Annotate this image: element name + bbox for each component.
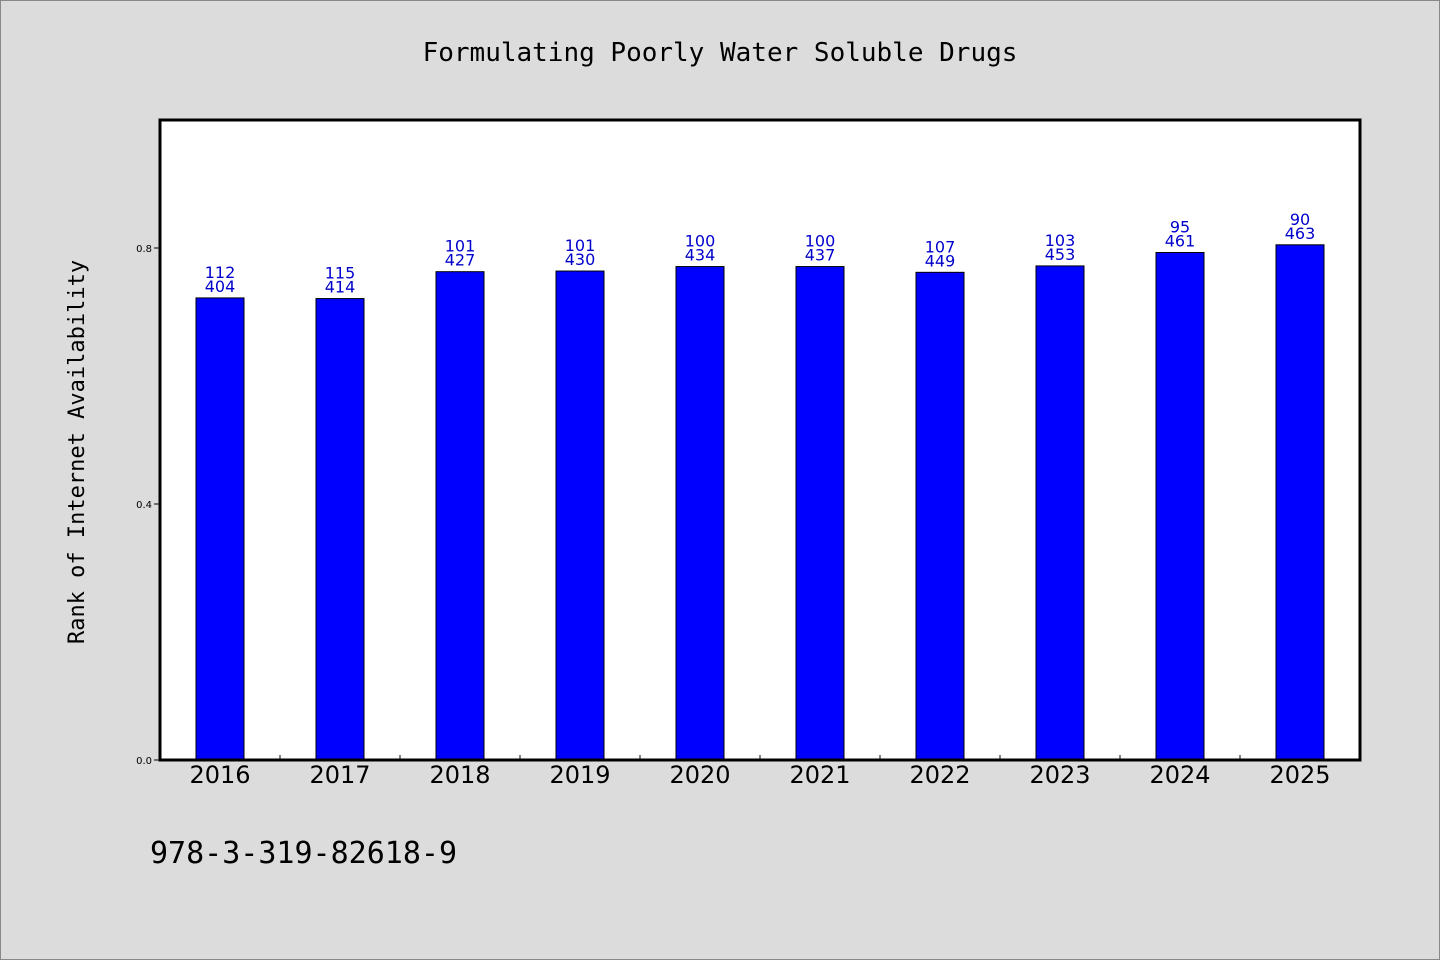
bars-layer: [195, 244, 1325, 761]
x-tick-label: 2023: [1029, 761, 1090, 789]
chart-title: Formulating Poorly Water Soluble Drugs: [423, 38, 1018, 68]
data-label-top: 100: [805, 232, 836, 251]
x-tick-label: 2021: [789, 761, 850, 789]
data-label-bottom: 427: [445, 251, 476, 270]
y-tick-label: 0.4: [136, 500, 152, 511]
data-label-bottom: 463: [1285, 224, 1316, 243]
y-axis-ticks: 0.0 0.4 0.8: [136, 244, 160, 767]
x-tick-label: 2019: [549, 761, 610, 789]
isbn-label: 978-3-319-82618-9: [150, 836, 457, 871]
plot-border: [158, 118, 1362, 762]
data-label-bottom: 430: [565, 250, 596, 269]
data-label-top: 112: [205, 263, 236, 282]
data-label-top: 100: [685, 232, 716, 251]
data-label-bottom: 453: [1045, 245, 1076, 264]
data-label-top: 107: [925, 237, 956, 256]
bar: [195, 297, 245, 761]
data-label-top: 115: [325, 264, 356, 283]
data-label-top: 95: [1170, 217, 1190, 236]
data-label-bottom: 434: [685, 246, 716, 265]
y-tick-label: 0.8: [136, 244, 152, 255]
x-tick-label: 2018: [429, 761, 490, 789]
bar: [675, 266, 725, 761]
data-label-bottom: 404: [205, 277, 236, 296]
data-label-bottom: 437: [805, 246, 836, 265]
x-tick-label: 2017: [309, 761, 370, 789]
bar: [915, 271, 965, 761]
data-label-top: 101: [445, 237, 476, 256]
data-label-top: 103: [1045, 231, 1076, 250]
x-axis-ticks: 2016 2017 2018 2019 2020 2021 2022 2023 2024 2025: [189, 755, 1331, 789]
data-label-top: 90: [1290, 210, 1310, 229]
x-tick-label: 2016: [189, 761, 250, 789]
x-tick-label: 2022: [909, 761, 970, 789]
y-tick-label: 0.0: [136, 756, 152, 767]
data-label-bottom: 449: [925, 251, 956, 270]
bar: [435, 271, 485, 761]
data-label-bottom: 461: [1165, 231, 1196, 250]
x-tick-label: 2025: [1269, 761, 1330, 789]
bar: [795, 266, 845, 761]
x-tick-label: 2024: [1149, 761, 1210, 789]
bar: [1035, 265, 1085, 761]
bar: [555, 270, 605, 761]
bar: [315, 298, 365, 761]
y-axis-label: Rank of Internet Availability: [65, 260, 90, 644]
data-label-top: 101: [565, 236, 596, 255]
x-tick-label: 2020: [669, 761, 730, 789]
bar: [1155, 251, 1205, 761]
data-label-bottom: 414: [325, 278, 356, 297]
bar: [1275, 244, 1325, 761]
